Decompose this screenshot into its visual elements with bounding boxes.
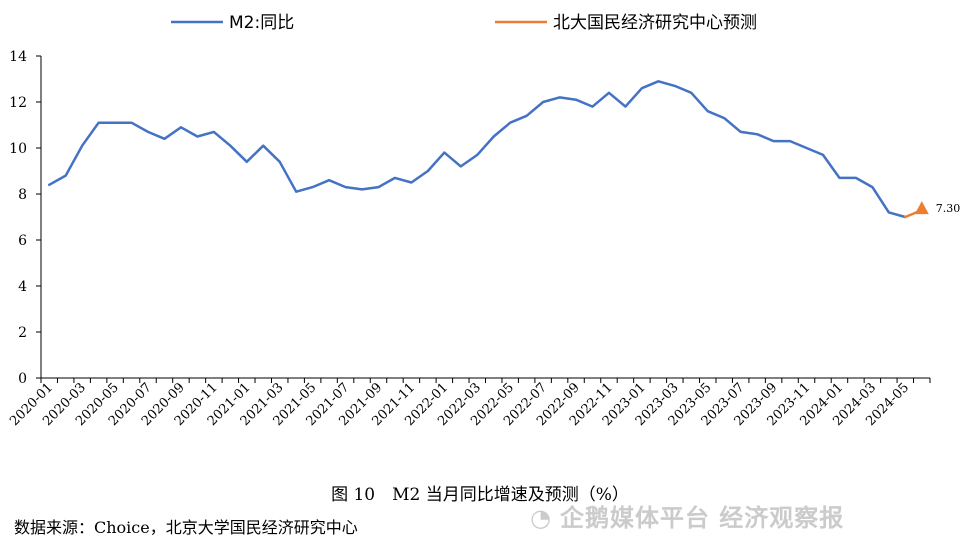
data-label: 7.30 (936, 202, 960, 215)
figure-caption: 图 10 M2 当月同比增速及预测（%） (331, 485, 629, 505)
series-layer (47, 80, 924, 219)
watermark-text: 企鹅媒体平台 经济观察报 (559, 504, 845, 532)
annotation-layer: 7.30 (914, 201, 960, 215)
legend: M2:同比 北大国民经济研究中心预测 (171, 13, 757, 33)
y-tick-label: 0 (18, 371, 27, 387)
y-tick-label: 8 (18, 187, 27, 203)
y-tick-label: 6 (18, 233, 27, 249)
legend-label-1: 北大国民经济研究中心预测 (553, 13, 757, 33)
series-line-0 (47, 80, 907, 219)
data-source-note: 数据来源：Choice，北京大学国民经济研究中心 (14, 518, 358, 537)
y-tick-label: 2 (18, 325, 27, 341)
y-tick-label: 10 (9, 141, 27, 157)
penguin-logo-icon: ◔ (530, 504, 552, 532)
forecast-marker (914, 201, 929, 215)
y-tick-label: 4 (18, 279, 27, 295)
y-tick-label: 14 (9, 49, 27, 65)
watermark: ◔ 企鹅媒体平台 经济观察报 (530, 498, 844, 533)
y-tick-label: 12 (9, 95, 27, 111)
axes: 024681012142020-012020-032020-052020-072… (7, 49, 931, 429)
legend-label-0: M2:同比 (229, 13, 294, 33)
